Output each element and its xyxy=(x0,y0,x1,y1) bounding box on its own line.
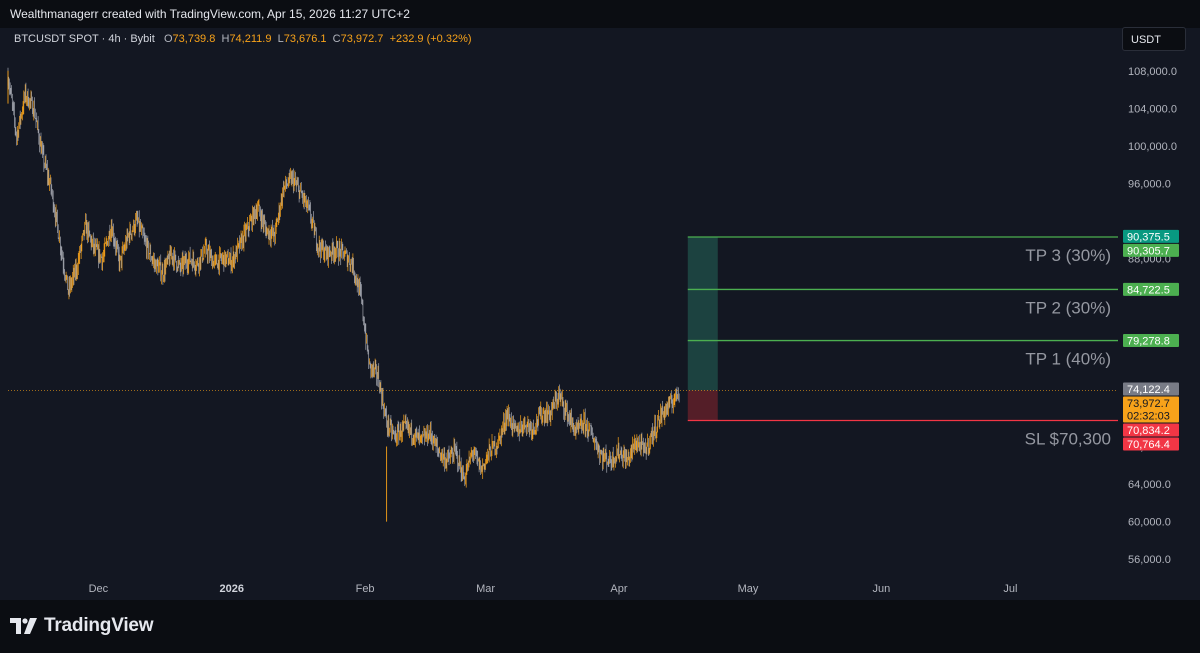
price-label-box xyxy=(1123,423,1179,437)
low-value: 73,676.1 xyxy=(283,33,327,45)
annotation-1: TP 3 (30%) xyxy=(1025,246,1111,265)
x-tick-label: Jun xyxy=(872,583,890,595)
price-label-box xyxy=(1123,282,1179,296)
price-label-text: 74,122.4 xyxy=(1127,384,1170,396)
price-label-box xyxy=(1123,382,1179,396)
change-value: +232.9 (+0.32%) xyxy=(389,33,472,45)
top-bar: Wealthmanagerr created with TradingView.… xyxy=(0,0,1200,28)
price-label-box xyxy=(1123,437,1179,451)
close-label: C xyxy=(332,33,341,45)
candles xyxy=(7,67,680,522)
y-tick-label: 104,000.0 xyxy=(1128,103,1177,115)
y-tick-label: 100,000.0 xyxy=(1128,141,1177,153)
open-value: 73,739.8 xyxy=(172,33,216,45)
annotation-2: TP 2 (30%) xyxy=(1025,298,1111,317)
price-label-text: 84,722.5 xyxy=(1127,284,1170,296)
time-axis[interactable]: Dec 2026 Feb Mar Apr May Jun Jul xyxy=(89,583,1018,595)
symbol-name: BTCUSDT SPOT · 4h · Bybit xyxy=(14,33,155,45)
price-label-text: 90,305.7 xyxy=(1127,245,1170,257)
annotation-4: SL $70,300 xyxy=(1025,430,1111,449)
x-tick-label: Feb xyxy=(356,583,375,595)
credit-text: Wealthmanagerr created with TradingView.… xyxy=(10,7,410,21)
price-label-text: 70,764.4 xyxy=(1127,439,1170,451)
price-label-text: 79,278.8 xyxy=(1127,336,1170,348)
price-label-text: 70,834.2 xyxy=(1127,425,1170,437)
x-tick-label: Dec xyxy=(89,583,109,595)
position-zones xyxy=(687,236,718,421)
position-lines xyxy=(8,236,1118,422)
profit-zone xyxy=(687,236,718,391)
x-tick-label: Jul xyxy=(1003,583,1017,595)
price-axis[interactable]: 108,000.0104,000.0100,000.096,000.088,00… xyxy=(1128,66,1177,566)
x-tick-label: Apr xyxy=(610,583,627,595)
open-label: O xyxy=(163,33,173,45)
y-tick-label: 108,000.0 xyxy=(1128,66,1177,78)
footer-bar xyxy=(0,600,1200,653)
symbol-legend: BTCUSDT SPOT · 4h · Bybit O73,739.8 H74,… xyxy=(14,33,472,45)
currency-button[interactable]: USDT xyxy=(1122,27,1186,51)
price-label-text: 90,375.5 xyxy=(1127,231,1170,243)
y-tick-label: 60,000.0 xyxy=(1128,517,1171,529)
price-label-box xyxy=(1123,243,1179,257)
annotations: TP 3 (30%) TP 2 (30%) TP 1 (40%) SL $70,300 xyxy=(1025,246,1111,449)
price-labels: 90,375.5 90,305.7 84,722.5 79,278.8 74,122.4… xyxy=(1123,229,1179,451)
x-tick-label: Mar xyxy=(476,583,495,595)
price-label-box xyxy=(1123,334,1179,348)
price-label-text: 73,972.7 xyxy=(1127,398,1170,410)
tradingview-logo: TradingView xyxy=(10,615,154,637)
x-tick-label: May xyxy=(738,583,759,595)
y-tick-label: 56,000.0 xyxy=(1128,554,1171,566)
price-label-box xyxy=(1123,229,1179,243)
price-label-box xyxy=(1123,396,1179,423)
tradingview-logo-icon xyxy=(10,618,37,634)
low-label: L xyxy=(277,33,284,45)
x-tick-label: 2026 xyxy=(219,583,243,595)
annotation-3: TP 1 (40%) xyxy=(1025,350,1111,369)
high-label: H xyxy=(221,33,230,45)
y-tick-label: 64,000.0 xyxy=(1128,479,1171,491)
high-value: 74,211.9 xyxy=(229,33,272,45)
tradingview-logo-text: TradingView xyxy=(44,615,154,636)
y-tick-label: 96,000.0 xyxy=(1128,179,1171,191)
loss-zone xyxy=(687,390,718,421)
price-label-countdown: 02:32:03 xyxy=(1127,410,1170,422)
close-value: 73,972.7 xyxy=(340,33,384,45)
